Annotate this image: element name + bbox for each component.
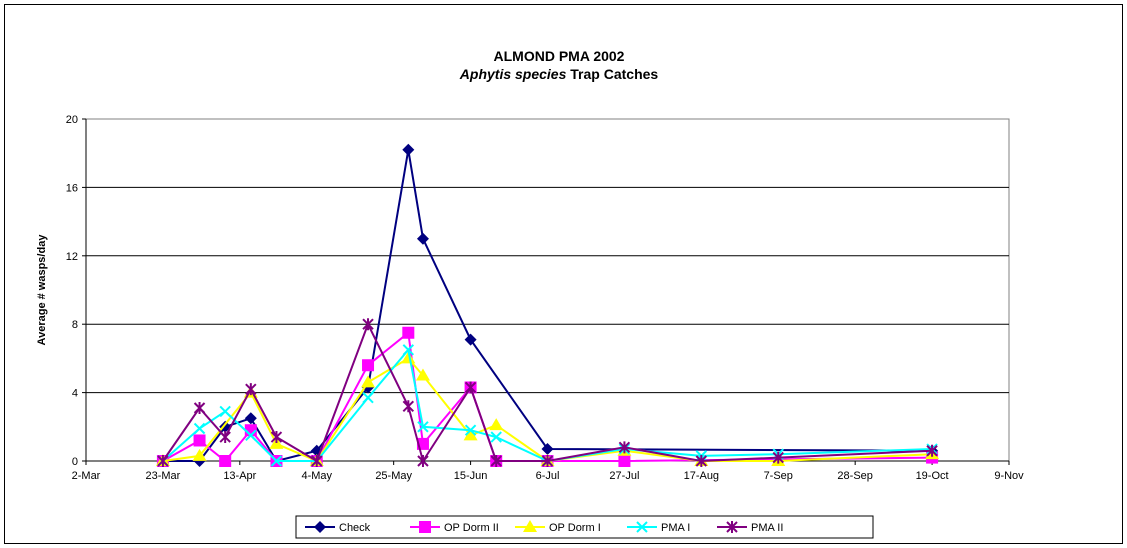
- legend-label: OP Dorm II: [444, 522, 499, 534]
- x-tick-label: 27-Jul: [609, 470, 639, 482]
- legend-swatch-marker: [419, 521, 431, 533]
- data-point-pma-ii: [245, 383, 257, 396]
- data-point-pma-ii: [402, 400, 415, 413]
- data-point-check: [402, 143, 415, 156]
- data-point-op-dorm-ii: [219, 455, 232, 467]
- legend-entry-op-dorm-i: OP Dorm I: [515, 520, 601, 534]
- legend-swatch-marker: [636, 521, 648, 533]
- legend-swatch-marker: [726, 521, 738, 533]
- data-point-pma-i: [270, 455, 283, 467]
- legend-label: PMA I: [661, 522, 690, 534]
- data-point-pma-i: [464, 424, 477, 436]
- data-point-pma-i: [362, 392, 374, 404]
- legend-label: OP Dorm I: [549, 522, 601, 534]
- chart-frame: ALMOND PMA 2002 Aphytis species Trap Cat…: [4, 4, 1123, 544]
- legend-swatch-marker: [523, 520, 537, 532]
- data-point-op-dorm-ii: [244, 424, 257, 437]
- x-tick-label: 23-Mar: [145, 470, 180, 482]
- data-point-pma-i: [245, 429, 257, 442]
- data-point-pma-ii: [926, 444, 938, 457]
- data-point-op-dorm-i: [463, 428, 478, 441]
- data-point-op-dorm-ii: [402, 326, 415, 339]
- data-point-op-dorm-i: [489, 418, 504, 431]
- y-tick-label: 8: [72, 319, 78, 331]
- legend-box: [295, 515, 874, 539]
- legend-entry-pma-i: PMA I: [627, 521, 690, 534]
- data-point-pma-ii: [772, 451, 784, 464]
- data-point-op-dorm-i: [401, 351, 416, 364]
- x-tick-label: 19-Oct: [916, 470, 949, 482]
- x-tick-label: 17-Aug: [684, 470, 719, 482]
- x-tick-label: 7-Sep: [764, 470, 793, 482]
- legend-label: PMA II: [751, 522, 783, 534]
- data-point-pma-ii: [219, 431, 231, 444]
- legend-entry-op-dorm-ii: OP Dorm II: [410, 521, 499, 534]
- data-point-pma-ii: [541, 455, 554, 467]
- x-tick-label: 2-Mar: [72, 470, 101, 482]
- data-point-check: [464, 333, 477, 346]
- chart-svg: ALMOND PMA 2002 Aphytis species Trap Cat…: [36, 48, 1025, 539]
- y-tick-label: 16: [66, 182, 78, 194]
- data-point-pma-ii: [157, 455, 169, 467]
- x-tick-label: 15-Jun: [454, 470, 488, 482]
- x-tick-label: 13-Apr: [223, 470, 256, 482]
- data-point-pma-ii: [618, 441, 631, 454]
- chart-subtitle: Aphytis species Trap Catches: [459, 66, 659, 82]
- data-point-pma-ii: [362, 318, 374, 331]
- data-point-pma-i: [402, 344, 415, 356]
- legend-entry-check: Check: [305, 521, 371, 534]
- data-point-pma-i: [490, 431, 502, 443]
- data-point-pma-ii: [490, 455, 502, 467]
- x-tick-label: 6-Jul: [536, 470, 560, 482]
- legend-entry-pma-ii: PMA II: [717, 521, 783, 534]
- gridlines: [86, 186, 1009, 394]
- data-point-op-dorm-i: [192, 448, 207, 461]
- x-tick-labels: 2-Mar 23-Mar 13-Apr 4-May 25-May 15-Jun 6-Jul 2…: [72, 470, 1025, 482]
- data-point-pma-ii: [695, 455, 708, 467]
- data-point-pma-ii: [193, 401, 206, 414]
- x-tick-label: 28-Sep: [837, 470, 872, 482]
- data-point-pma-ii: [417, 455, 429, 467]
- data-point-op-dorm-i: [361, 375, 376, 388]
- series-line-pma-i: [162, 347, 933, 463]
- chart-subtitle-italic: Aphytis species: [459, 66, 567, 82]
- legend-swatch-marker: [314, 521, 326, 533]
- data-point-op-dorm-ii: [193, 434, 206, 447]
- y-tick-label: 20: [66, 114, 78, 126]
- x-tick-label: 25-May: [375, 470, 412, 482]
- data-point-pma-i: [219, 405, 231, 418]
- x-tick-label: 4-May: [301, 470, 332, 482]
- y-tick-label: 0: [72, 456, 78, 468]
- data-point-pma-i: [417, 421, 429, 433]
- data-point-op-dorm-ii: [618, 455, 631, 467]
- data-point-pma-ii: [270, 431, 283, 444]
- data-point-pma-ii: [311, 455, 323, 467]
- y-tick-labels: 0 4 8 12 16 20: [66, 114, 78, 468]
- y-tick-label: 12: [66, 251, 78, 263]
- data-point-pma-i: [193, 422, 206, 435]
- chart-subtitle-rest: Trap Catches: [566, 66, 658, 82]
- plot-area: [85, 118, 1010, 462]
- series-group: [155, 143, 940, 467]
- legend-label: Check: [339, 522, 371, 534]
- y-axis-title: Average # wasps/day: [36, 234, 48, 346]
- data-point-check: [416, 232, 429, 245]
- data-point-op-dorm-i: [415, 368, 430, 381]
- data-point-pma-ii: [464, 381, 477, 394]
- data-point-check: [244, 412, 257, 425]
- y-tick-label: 4: [72, 388, 78, 400]
- x-tick-label: 9-Nov: [994, 470, 1024, 482]
- data-point-op-dorm-ii: [362, 359, 375, 372]
- data-point-check: [541, 443, 554, 456]
- series-line-pma-ii: [162, 321, 933, 464]
- series-pma-ii: [157, 318, 938, 467]
- chart-title: ALMOND PMA 2002: [494, 48, 625, 64]
- legend: Check OP Dorm II OP Dorm I PMA I PMA II: [305, 520, 783, 534]
